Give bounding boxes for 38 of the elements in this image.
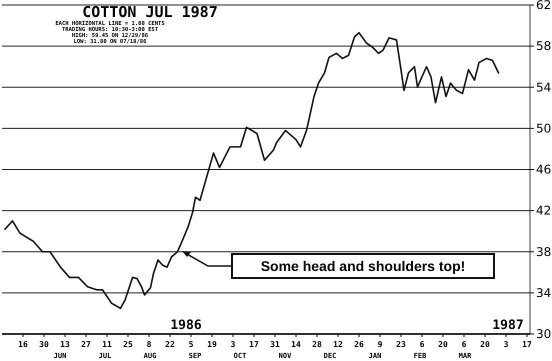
- x-tick-label: 27: [81, 340, 91, 349]
- x-tick-label: 30: [39, 340, 49, 349]
- x-tick-label: 25: [123, 340, 133, 349]
- annotation: 1986: [170, 318, 202, 333]
- chart-title: COTTON JUL 1987: [82, 3, 218, 21]
- x-tick-label: 6: [462, 340, 467, 349]
- x-tick-label: 23: [396, 340, 406, 349]
- y-tick-label: 34: [536, 286, 552, 300]
- y-tick-label: 38: [536, 244, 552, 259]
- x-tick-label: 20: [438, 340, 448, 349]
- x-tick-label: 17: [522, 340, 532, 349]
- x-tick-label: 14: [291, 340, 301, 349]
- x-tick-label: 11: [102, 340, 112, 349]
- x-tick-label: 6: [420, 340, 425, 349]
- x-tick-label: 3: [230, 340, 236, 349]
- x-tick-label: 5: [188, 340, 194, 349]
- annotation: Some head and shoulders top!: [260, 258, 466, 274]
- x-tick-label: 12: [333, 340, 343, 349]
- x-tick-label: 9: [378, 340, 383, 349]
- y-tick-label: 46: [536, 162, 552, 176]
- y-tick-label: 50: [536, 121, 552, 136]
- line-series: [4, 32, 500, 310]
- x-tick-label: 28: [312, 340, 322, 349]
- x-tick-label: 19: [207, 340, 217, 349]
- x-tick-label: 8: [146, 340, 152, 349]
- x-tick-label: 31: [270, 340, 280, 349]
- y-tick-label: 62: [536, 0, 552, 12]
- x-tick-label: 3: [504, 340, 509, 349]
- x-tick-label: 13: [60, 340, 70, 349]
- x-tick-label: 26: [354, 340, 364, 349]
- y-tick-label: 58: [536, 39, 552, 54]
- annotation: 1987: [492, 318, 524, 333]
- x-tick-label: 22: [165, 340, 175, 349]
- y-tick-label: 42: [536, 204, 552, 218]
- y-tick-label: 54: [536, 80, 552, 94]
- x-tick-label: 20: [480, 340, 490, 349]
- x-tick-label: 16: [18, 340, 28, 349]
- x-tick-label: 17: [249, 340, 259, 349]
